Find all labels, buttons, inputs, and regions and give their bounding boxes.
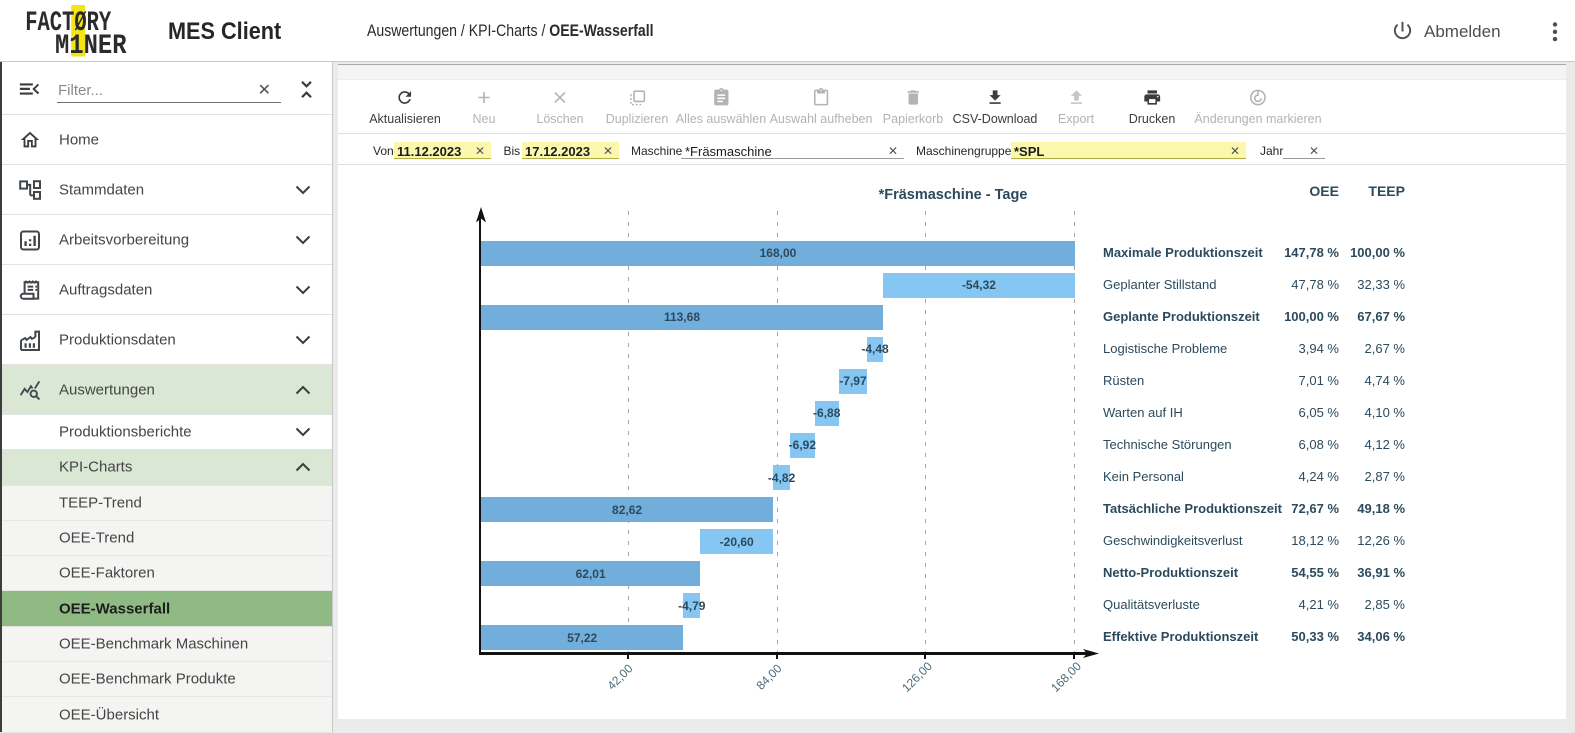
svg-text:FACTØRY: FACTØRY xyxy=(25,8,111,39)
svg-text:M1NER: M1NER xyxy=(55,31,127,62)
